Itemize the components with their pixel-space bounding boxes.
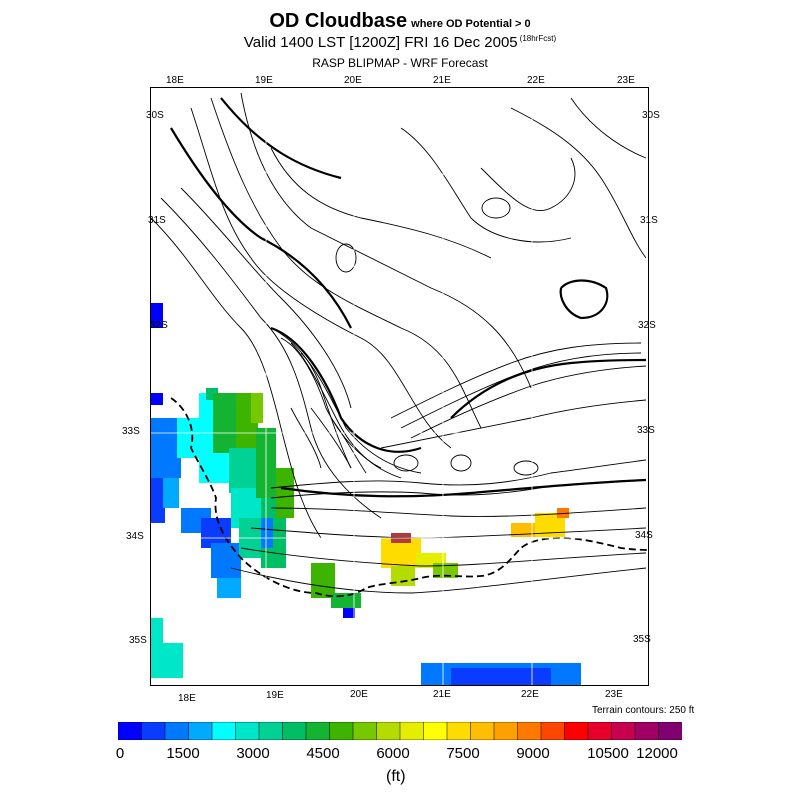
colorbar	[118, 722, 682, 740]
model-name: RASP BLIPMAP - WRF Forecast	[312, 56, 488, 70]
lon-label-top: 21E	[433, 75, 451, 86]
colorbar-swatch	[188, 722, 213, 740]
colorbar-swatch	[352, 722, 378, 740]
lon-label-bottom: 22E	[521, 689, 539, 700]
coastline	[170, 397, 649, 598]
lat-label-left: 34S	[126, 531, 144, 542]
lon-label-bottom: 19E	[266, 690, 284, 701]
lon-label-top: 19E	[255, 75, 273, 86]
lat-label-right: 30S	[642, 110, 660, 121]
cloudbase-shading	[151, 303, 581, 685]
colorbar-swatch	[211, 722, 237, 740]
lon-label-bottom: 21E	[433, 689, 451, 700]
colorbar-tick: 3000	[236, 745, 270, 762]
colorbar-swatch	[282, 722, 307, 740]
colorbar-tick: 9000	[516, 745, 550, 762]
title-text: OD Cloudbase	[269, 10, 408, 32]
lat-label-left: 32S	[150, 320, 168, 331]
colorbar-tick: 6000	[376, 745, 410, 762]
lat-label-left: 33S	[122, 426, 140, 437]
lat-label-right: 32S	[638, 320, 656, 331]
lat-label-right: 34S	[635, 530, 653, 541]
forecast-hours: (18hrFcst)	[519, 34, 557, 43]
colorbar-swatch	[493, 722, 519, 740]
title-suffix: where OD Potential > 0	[411, 18, 531, 30]
colorbar-swatch	[587, 722, 613, 740]
lon-label-top: 23E	[617, 75, 635, 86]
colorbar-swatch	[446, 722, 472, 740]
terrain-contours	[150, 92, 647, 594]
colorbar-tick: 4500	[306, 745, 340, 762]
valid-time: Valid 1400 LST [1200Z] FRI 16 Dec 2005 (1…	[0, 34, 800, 51]
graticule	[151, 88, 648, 685]
map-title: OD Cloudbase where OD Potential > 0	[0, 10, 800, 33]
colorbar-tick: 10500	[587, 745, 629, 762]
colorbar-swatch	[376, 722, 401, 740]
map-panel	[150, 87, 649, 686]
colorbar-swatch	[517, 722, 542, 740]
colorbar-swatch	[305, 722, 331, 740]
colorbar-swatch	[258, 722, 284, 740]
valid-text: Valid 1400 LST [1200Z] FRI 16 Dec 2005	[243, 34, 518, 51]
colorbar-swatch	[118, 722, 143, 740]
colorbar-swatch	[564, 722, 589, 740]
colorbar-swatch	[658, 722, 682, 740]
lon-label-top: 20E	[344, 75, 362, 86]
colorbar-units: (ft)	[386, 768, 406, 785]
lon-label-bottom: 18E	[178, 693, 196, 704]
colorbar-swatch	[540, 722, 566, 740]
colorbar-swatch	[399, 722, 425, 740]
colorbar-swatch	[329, 722, 354, 740]
colorbar-swatch	[141, 722, 166, 740]
lat-label-right: 33S	[637, 425, 655, 436]
colorbar-swatch	[634, 722, 660, 740]
colorbar-swatch	[164, 722, 190, 740]
map-plot	[150, 88, 649, 685]
terrain-contour-note: Terrain contours: 250 ft	[592, 705, 695, 716]
terrain-contours-major	[170, 97, 647, 498]
lat-label-right: 31S	[640, 215, 658, 226]
colorbar-swatch	[423, 722, 448, 740]
colorbar-swatch	[235, 722, 260, 740]
lon-label-bottom: 23E	[605, 689, 623, 700]
colorbar-tick: 1500	[166, 745, 200, 762]
lon-label-top: 18E	[166, 75, 184, 86]
lat-label-left: 35S	[129, 635, 147, 646]
lon-label-top: 22E	[527, 75, 545, 86]
colorbar-swatch	[611, 722, 636, 740]
colorbar-tick: 7500	[446, 745, 480, 762]
lat-label-right: 35S	[633, 634, 651, 645]
colorbar-tick: 0	[115, 745, 125, 762]
colorbar-swatch	[470, 722, 495, 740]
lat-label-left: 31S	[148, 215, 166, 226]
colorbar-tick: 12000	[636, 745, 678, 762]
lon-label-bottom: 20E	[350, 689, 368, 700]
lat-label-left: 30S	[146, 110, 164, 121]
